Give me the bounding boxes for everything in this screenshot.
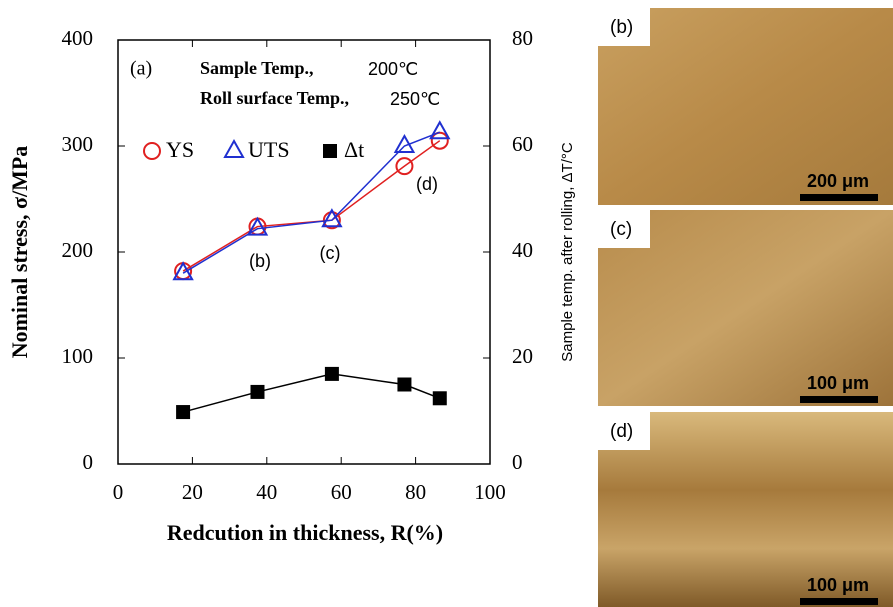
micrographs: (b) 200 μm (c) 100 μm (d) 100 μm — [598, 8, 878, 605]
panel-label: (a) — [130, 58, 152, 80]
series-line — [182, 131, 441, 274]
marker — [176, 405, 191, 420]
y2-tick-label: 80 — [512, 26, 533, 50]
x-tick-label: 40 — [256, 480, 277, 504]
y-tick-label: 100 — [62, 344, 94, 368]
y2-tick-label: 40 — [512, 238, 533, 262]
x-tick-label: 20 — [182, 480, 203, 504]
panel-label-box — [598, 210, 650, 248]
y-tick-label: 400 — [62, 26, 94, 50]
x-tick-label: 60 — [331, 480, 352, 504]
point-label: (b) — [249, 251, 271, 271]
panel-label: (d) — [610, 421, 633, 442]
marker — [321, 208, 343, 228]
scale-bar — [800, 598, 878, 605]
scale-bar-label: 100 μm — [807, 373, 869, 393]
panel-label: (b) — [610, 17, 633, 38]
panel-label-box — [598, 8, 650, 46]
point-label: (c) — [320, 243, 341, 263]
legend-marker — [143, 142, 161, 160]
scale-bar — [800, 194, 878, 201]
panel-label: (c) — [610, 219, 632, 240]
legend-label: YS — [166, 137, 194, 162]
marker — [250, 384, 265, 399]
condition: Roll surface Temp., — [200, 88, 349, 108]
x-tick-label: 100 — [474, 480, 506, 504]
y2-tick-label: 60 — [512, 132, 533, 156]
marker — [246, 216, 269, 236]
marker — [393, 133, 416, 153]
condition-value: 250℃ — [390, 89, 440, 109]
y-axis-label: Nominal stress, σ/MPa — [7, 146, 32, 359]
point-label: (d) — [416, 174, 438, 194]
marker — [397, 377, 412, 392]
scale-bar — [800, 396, 878, 403]
y-tick-label: 0 — [83, 450, 94, 474]
y-tick-label: 300 — [62, 132, 94, 156]
scale-bar-label: 100 μm — [807, 575, 869, 595]
legend-marker — [223, 138, 245, 158]
marker — [172, 261, 194, 281]
marker — [429, 120, 451, 140]
legend-label: UTS — [248, 137, 290, 162]
scale-bar-label: 200 μm — [807, 171, 869, 191]
y2-axis-label: Sample temp. after rolling, ΔT/°C — [559, 142, 576, 362]
condition-value: 200℃ — [368, 59, 418, 79]
y-tick-label: 200 — [62, 238, 94, 262]
marker — [432, 391, 447, 406]
legend-label: Δt — [344, 137, 364, 162]
y2-tick-label: 20 — [512, 344, 533, 368]
panel-label-box — [598, 412, 650, 450]
marker — [324, 366, 339, 381]
x-tick-label: 0 — [113, 480, 124, 504]
condition: Sample Temp., — [200, 58, 314, 78]
x-tick-label: 80 — [405, 480, 426, 504]
marker — [395, 157, 414, 176]
legend-marker — [323, 144, 337, 158]
y2-tick-label: 0 — [512, 450, 523, 474]
x-axis-label: Redcution in thickness, R(%) — [167, 520, 443, 545]
series-line — [182, 140, 441, 272]
